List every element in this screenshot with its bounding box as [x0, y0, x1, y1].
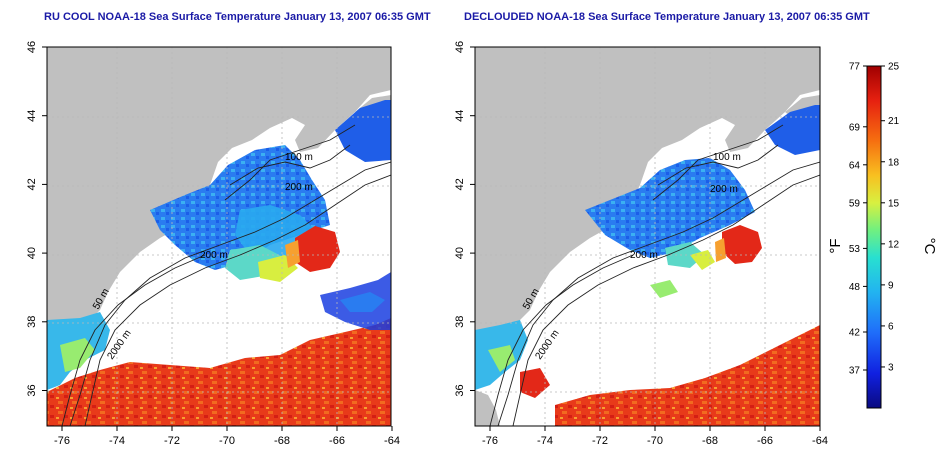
fahrenheit-tick-label: 77 — [849, 62, 861, 73]
x-tick-label: -70 — [219, 435, 235, 447]
x-tick-label: -74 — [109, 435, 125, 447]
contour-label: 200 m — [285, 182, 313, 193]
fahrenheit-tick-label: 59 — [849, 198, 861, 209]
contour-label: 200 m — [710, 184, 738, 195]
contour-label: 100 m — [713, 152, 741, 163]
y-tick-label: 42 — [454, 178, 466, 190]
x-tick-label: -68 — [702, 435, 718, 447]
fahrenheit-tick-label: 69 — [849, 122, 861, 133]
y-tick-label: 40 — [26, 247, 38, 259]
fahrenheit-tick-label: 64 — [849, 160, 861, 171]
right-map-panel: 100 m 200 m 200 m 50 m 2000 m -76 -74 -72-… — [454, 41, 828, 447]
contour-label: 100 m — [285, 152, 313, 163]
x-tick-label: -70 — [647, 435, 663, 447]
fahrenheit-unit-label: °F — [827, 238, 844, 253]
celsius-tick-label: 21 — [888, 116, 900, 127]
map-frame — [474, 46, 821, 427]
y-tick-label: 46 — [454, 41, 466, 53]
y-tick-label: 36 — [26, 384, 38, 396]
celsius-tick-label: 18 — [888, 157, 900, 168]
left-map-panel: 100 m 200 m 200 m 50 m 2000 m -76 -74 -72-… — [26, 41, 400, 447]
celsius-tick-label: 15 — [888, 198, 900, 209]
fahrenheit-tick-label: 53 — [849, 244, 861, 255]
right-panel-title: DECLOUDED NOAA-18 Sea Surface Temperatur… — [464, 11, 870, 23]
fahrenheit-ticks: 77 69 64 59 53 48 42 37 — [849, 62, 867, 377]
y-axis: 46 44 42 40 38 36 — [26, 41, 47, 397]
x-tick-label: -64 — [384, 435, 400, 447]
y-tick-label: 38 — [454, 316, 466, 328]
contour-label: 200 m — [630, 250, 658, 261]
celsius-ticks: 25 21 18 15 12 9 6 3 — [881, 62, 900, 373]
bathymetry-contours — [489, 124, 820, 426]
warm-core-eddy — [722, 225, 762, 264]
y-tick-label: 36 — [454, 384, 466, 396]
y-tick-label: 40 — [454, 247, 466, 259]
celsius-tick-label: 6 — [888, 321, 894, 332]
celsius-tick-label: 3 — [888, 362, 894, 373]
celsius-unit-label: °C — [921, 238, 938, 255]
gulf-stream — [555, 325, 820, 426]
land-mass — [475, 47, 820, 390]
x-axis: -76 -74 -72 -70 -68 -66 -64 — [54, 426, 400, 447]
x-axis: -76 -74 -72 -70 -68 -66 -64 — [482, 426, 828, 447]
x-tick-label: -66 — [757, 435, 773, 447]
y-tick-label: 42 — [26, 178, 38, 190]
warm-core-eddy — [295, 226, 340, 272]
x-tick-label: -64 — [812, 435, 828, 447]
y-tick-label: 44 — [26, 110, 38, 122]
x-tick-label: -76 — [54, 435, 70, 447]
fahrenheit-tick-label: 37 — [849, 366, 861, 377]
y-tick-label: 38 — [26, 316, 38, 328]
x-tick-label: -68 — [274, 435, 290, 447]
celsius-tick-label: 25 — [888, 62, 900, 73]
x-tick-label: -74 — [537, 435, 553, 447]
contour-label: 200 m — [200, 250, 228, 261]
temperature-colorbar: 77 69 64 59 53 48 42 37 25 21 18 15 12 9 6 3 °F °C — [827, 62, 938, 409]
x-tick-label: -66 — [329, 435, 345, 447]
fahrenheit-tick-label: 48 — [849, 282, 861, 293]
y-tick-label: 44 — [454, 110, 466, 122]
y-axis: 46 44 42 40 38 36 — [454, 41, 475, 397]
colorbar-gradient — [866, 65, 882, 409]
bathymetry-contours — [61, 124, 391, 426]
map-frame — [46, 46, 392, 427]
gulf-stream — [47, 318, 391, 426]
x-tick-label: -72 — [592, 435, 608, 447]
land-mass — [47, 47, 391, 390]
x-tick-label: -72 — [164, 435, 180, 447]
celsius-tick-label: 9 — [888, 280, 894, 291]
celsius-tick-label: 12 — [888, 239, 900, 250]
fahrenheit-tick-label: 42 — [849, 328, 861, 339]
y-tick-label: 46 — [26, 41, 38, 53]
left-panel-title: RU COOL NOAA-18 Sea Surface Temperature … — [44, 11, 431, 23]
x-tick-label: -76 — [482, 435, 498, 447]
